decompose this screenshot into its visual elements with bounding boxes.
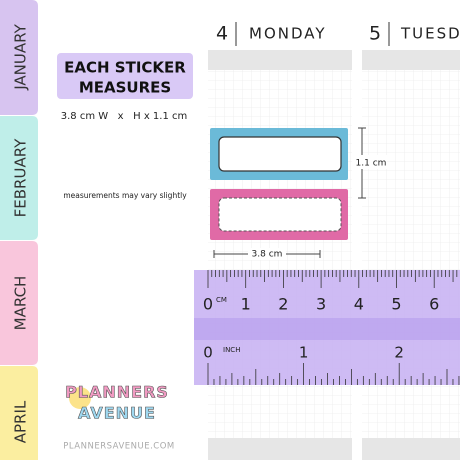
tab-label: APRIL — [12, 400, 30, 443]
logo-line2: AVENUE — [78, 404, 156, 423]
day-header-band — [362, 50, 460, 70]
day-number: 4 — [216, 23, 228, 45]
cm-label: 0 — [203, 295, 213, 314]
logo-url: PLANNERSAVENUE.COM — [63, 442, 175, 452]
month-tab[interactable] — [0, 116, 38, 240]
cm-label: 6 — [429, 295, 439, 314]
tab-label: JANUARY — [12, 23, 30, 90]
day-footer-band — [362, 438, 460, 460]
logo-line1: PLANNERS — [65, 383, 169, 402]
day-column — [362, 50, 460, 460]
height-label: 1.1 cm — [356, 159, 387, 169]
inch-label: 0 — [203, 344, 213, 362]
cm-label: 1 — [241, 295, 251, 314]
info-title: EACH STICKER — [64, 59, 186, 77]
width-label: 3.8 cm — [252, 250, 283, 260]
day-name: TUESD — [400, 25, 460, 43]
inch-label: 2 — [394, 344, 404, 362]
day-footer-band — [208, 438, 352, 460]
info-note: measurements may vary slightly — [63, 191, 187, 200]
info-dimensions: 3.8 cm W x H x 1.1 cm — [61, 111, 188, 122]
ruler-ticks: 0 1 2 3 4 5 6 0 1 2 — [203, 270, 460, 385]
title-box — [57, 53, 193, 99]
day-name: MONDAY — [249, 25, 327, 43]
cm-label: 4 — [354, 295, 364, 314]
label-bg — [355, 155, 387, 169]
label-bg — [248, 248, 286, 260]
cm-label: 3 — [316, 295, 326, 314]
month-tab[interactable] — [0, 366, 38, 460]
ruler-unit: INCH — [223, 346, 240, 354]
sticker-inner — [218, 197, 342, 232]
cm-label: 5 — [391, 295, 401, 314]
day-header-band — [208, 50, 352, 70]
cm-label: 2 — [278, 295, 288, 314]
tab-label: FEBRUARY — [12, 138, 30, 218]
inch-label: 1 — [299, 344, 309, 362]
tab-label: MARCH — [12, 276, 30, 331]
ruler-band — [194, 318, 460, 340]
logo-sun — [69, 387, 91, 409]
ruler-unit: CM — [216, 296, 227, 304]
sticker-inner — [218, 136, 342, 172]
month-tab[interactable] — [0, 0, 38, 115]
info-title: MEASURES — [79, 79, 171, 97]
day-number: 5 — [369, 23, 381, 45]
month-tab[interactable] — [0, 241, 38, 365]
